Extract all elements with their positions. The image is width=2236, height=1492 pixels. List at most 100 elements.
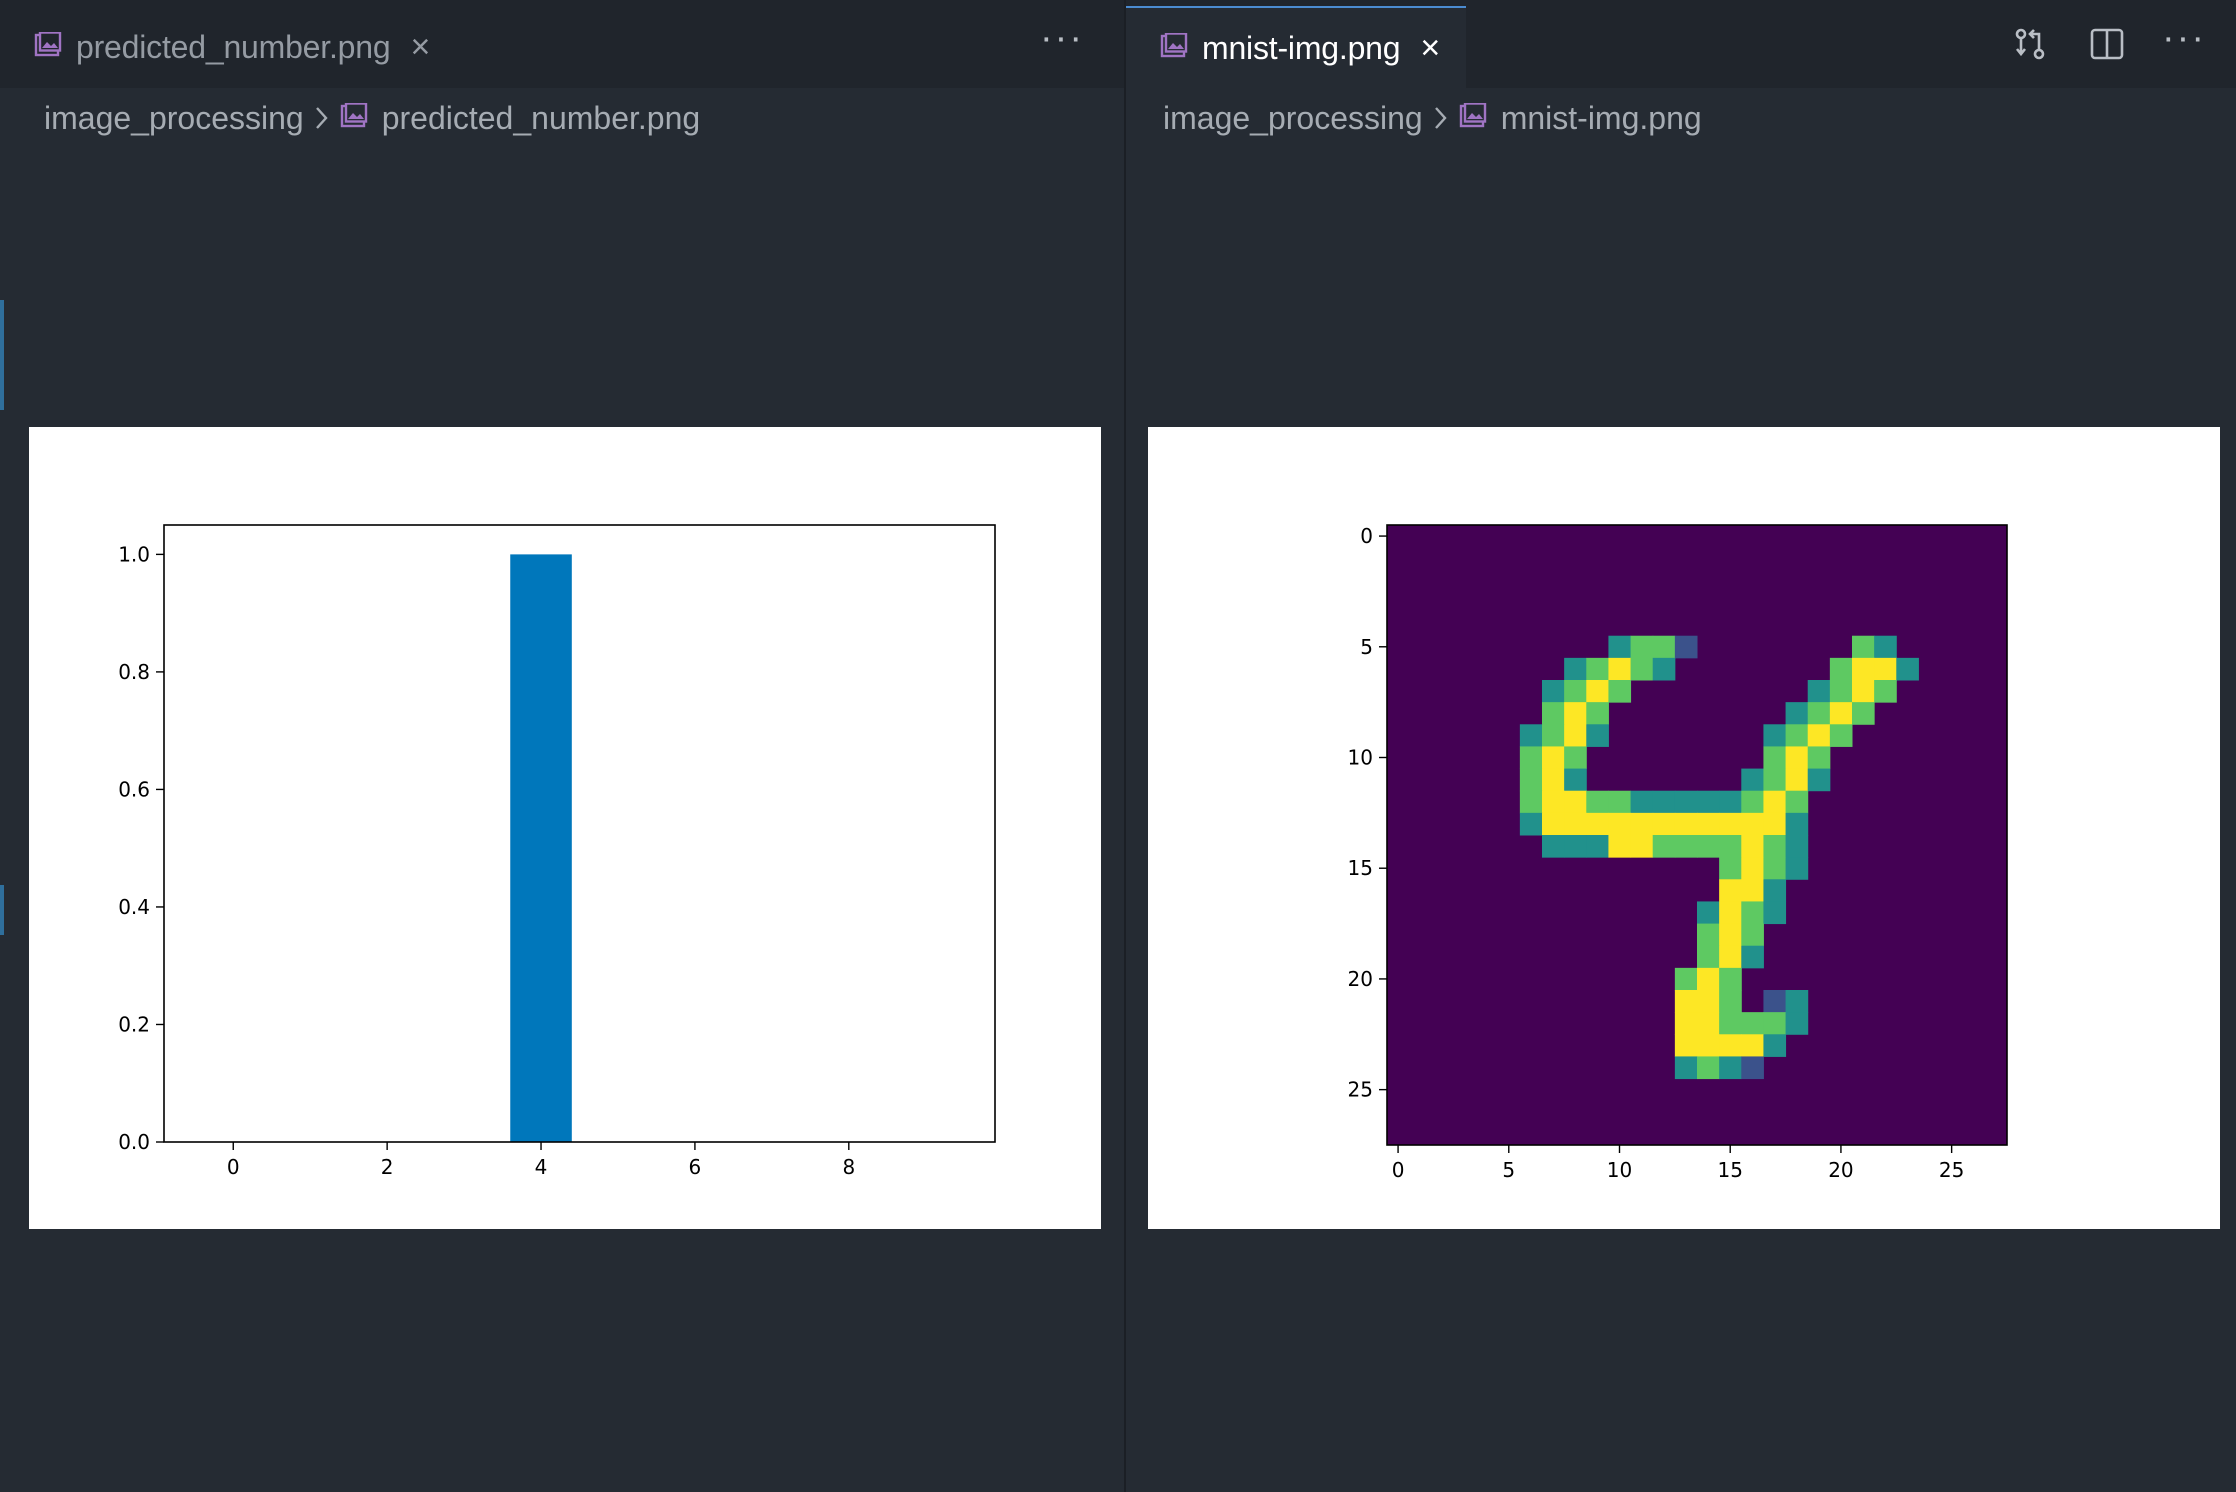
x-tick-label: 20 (1828, 1158, 1853, 1182)
pane-divider[interactable] (1124, 0, 1126, 1492)
breadcrumb-file[interactable]: mnist-img.png (1500, 99, 1702, 136)
heatmap-cell (1719, 879, 1742, 902)
heatmap-cell (1630, 790, 1654, 814)
more-actions-icon[interactable]: ··· (2162, 17, 2206, 59)
x-tick-label: 15 (1717, 1158, 1742, 1182)
heatmap-cell (1564, 790, 1587, 814)
heatmap-cell (1741, 790, 1764, 814)
y-tick-label: 0.2 (118, 1012, 150, 1036)
heatmap-cell (1719, 790, 1742, 814)
gutter-marker (0, 885, 4, 935)
close-icon[interactable]: × (1420, 29, 1441, 67)
heatmap-cell (1719, 1056, 1742, 1080)
heatmap-cell (1807, 724, 1831, 747)
y-tick-label: 15 (1348, 856, 1373, 880)
heatmap-cell (1674, 790, 1698, 814)
tab-bar: predicted_number.png × ··· (0, 0, 1124, 88)
y-tick-label: 0 (1360, 524, 1373, 548)
heatmap-cell (1874, 657, 1897, 681)
heatmap-cell (1674, 1034, 1698, 1057)
heatmap-cell (1763, 857, 1787, 880)
heatmap-cell (1564, 835, 1587, 858)
heatmap-cell (1564, 746, 1587, 770)
heatmap-cell (1852, 702, 1875, 725)
heatmap-cell (1807, 746, 1831, 770)
heatmap-cell (1697, 945, 1720, 969)
breadcrumb-file[interactable]: predicted_number.png (381, 99, 701, 136)
heatmap-cell (1674, 812, 1698, 836)
heatmap-cell (1697, 835, 1720, 858)
git-compare-icon[interactable] (2008, 22, 2052, 66)
more-actions-icon[interactable]: ··· (1040, 17, 1084, 59)
heatmap-cell (1586, 812, 1609, 836)
plot-frame (163, 524, 996, 1143)
editor-group-left: predicted_number.png × ··· image_process… (0, 0, 1124, 1229)
heatmap-cell (1807, 680, 1831, 703)
close-icon[interactable]: × (410, 28, 431, 66)
heatmap-cell (1741, 812, 1764, 836)
image-file-icon (340, 100, 368, 137)
heatmap-cell (1586, 657, 1609, 681)
heatmap-cell (1785, 724, 1809, 747)
heatmap-cell (1652, 635, 1676, 659)
heatmap-cell (1763, 1034, 1787, 1057)
heatmap-cell (1608, 657, 1632, 681)
heatmap-cell (1674, 990, 1698, 1013)
heatmap-cell (1829, 702, 1853, 725)
heatmap-cell (1763, 768, 1787, 792)
heatmap-cell (1697, 901, 1720, 925)
tab-mnist-img[interactable]: mnist-img.png × (1126, 6, 1466, 88)
heatmap-cell (1586, 835, 1609, 858)
heatmap-cell (1564, 680, 1587, 703)
heatmap-cell (1564, 768, 1587, 792)
image-file-icon (34, 30, 62, 63)
tab-predicted-number[interactable]: predicted_number.png × (0, 6, 454, 88)
image-preview-predicted-number: 0 2 4 6 8 0.0 0.2 0.4 0.6 0.8 1.0 (29, 427, 1101, 1229)
breadcrumb-folder[interactable]: image_processing (1163, 99, 1423, 136)
heatmap-cell (1564, 702, 1587, 725)
heatmap-cell (1763, 746, 1787, 770)
heatmap-cell (1763, 790, 1787, 814)
x-tick-label: 10 (1607, 1158, 1632, 1182)
heatmap-cell (1630, 635, 1654, 659)
tab-label: mnist-img.png (1202, 29, 1401, 66)
heatmap-cell (1608, 790, 1632, 814)
heatmap-cell (1608, 812, 1632, 836)
heatmap-cell (1741, 945, 1764, 969)
heatmap-cell (1542, 702, 1565, 725)
heatmap-cell (1697, 990, 1720, 1013)
heatmap-cell (1785, 790, 1809, 814)
heatmap-cell (1542, 812, 1565, 836)
heatmap-cell (1763, 901, 1787, 925)
heatmap-cell (1852, 657, 1875, 681)
x-tick-label: 5 (1502, 1158, 1515, 1182)
x-tick-label: 8 (842, 1155, 855, 1179)
heatmap-cell (1785, 835, 1809, 858)
split-editor-icon[interactable] (2085, 22, 2129, 66)
heatmap-cell (1852, 680, 1875, 703)
y-tick-label: 0.0 (118, 1130, 150, 1154)
heatmap-cell (1652, 835, 1676, 858)
heatmap-cell (1785, 768, 1809, 792)
y-tick-label: 10 (1348, 746, 1373, 770)
heatmap-cell (1542, 790, 1565, 814)
heatmap-cell (1652, 790, 1676, 814)
y-tick-label: 0.4 (118, 895, 150, 919)
breadcrumb-folder[interactable]: image_processing (44, 99, 304, 136)
heatmap-cell (1829, 724, 1853, 747)
heatmap-cell (1586, 724, 1609, 747)
chevron-right-icon (1433, 105, 1449, 131)
plot-frame (1386, 524, 2008, 1146)
y-tick-label: 25 (1348, 1078, 1373, 1102)
heatmap-cell (1874, 635, 1897, 659)
heatmap-cell (1785, 702, 1809, 725)
heatmap-cell (1807, 702, 1831, 725)
y-tick-label: 0.6 (118, 777, 150, 801)
image-file-icon (1160, 31, 1188, 64)
heatmap-cell (1852, 635, 1875, 659)
heatmap-cell (1829, 657, 1853, 681)
heatmap-cell (1519, 724, 1543, 747)
heatmap-cell (1674, 967, 1698, 991)
heatmap-cell (1719, 1012, 1742, 1035)
heatmap-cell (1741, 768, 1764, 792)
